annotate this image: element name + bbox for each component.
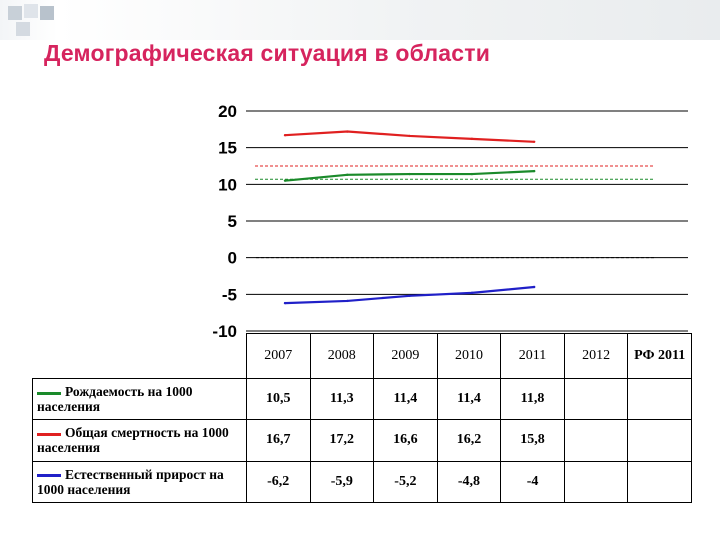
table-header-row: 2007 2008 2009 2010 2011 2012 РФ 2011 xyxy=(32,333,692,379)
table-row-growth: Естественный прирост на 1000 населения -… xyxy=(32,460,692,504)
data-point xyxy=(408,134,411,138)
decor-square xyxy=(8,6,22,20)
cell-birth-2011: 11,8 xyxy=(500,377,565,421)
series-name-growth: Естественный прирост на 1000 населения xyxy=(32,460,247,504)
cell-growth-2009: -5,2 xyxy=(373,460,438,504)
y-tick-label: -5 xyxy=(222,285,237,304)
y-tick-label: 20 xyxy=(218,102,237,121)
year-header-2010: 2010 xyxy=(436,333,502,379)
cell-birth-2007: 10,5 xyxy=(245,377,311,421)
cell-birth-rf xyxy=(627,377,692,421)
cell-growth-2010: -4,8 xyxy=(436,460,502,504)
cell-growth-2007: -6,2 xyxy=(245,460,311,504)
page-title: Демографическая ситуация в области xyxy=(44,40,491,66)
data-point xyxy=(470,172,474,176)
cell-growth-2008: -5,9 xyxy=(309,460,375,504)
cell-growth-rf xyxy=(627,460,692,504)
y-tick-label: 0 xyxy=(228,249,237,268)
decor-square xyxy=(24,4,38,18)
cell-growth-2011: -4 xyxy=(500,460,565,504)
data-point xyxy=(470,291,474,295)
year-header-2007: 2007 xyxy=(245,333,311,379)
series-name-birth: Рождаемость на 1000 населения xyxy=(32,377,247,421)
y-tick-label: 10 xyxy=(218,175,237,194)
cell-growth-2012 xyxy=(563,460,629,504)
y-tick-label: 5 xyxy=(228,212,237,231)
series-label-birth: Рождаемость на 1000 населения xyxy=(37,384,193,415)
data-point xyxy=(283,301,287,305)
series-name-mortality: Общая смертность на 1000 населения xyxy=(32,419,247,462)
data-point xyxy=(470,137,474,141)
cell-mortality-2008: 17,2 xyxy=(309,419,375,462)
cell-mortality-2012 xyxy=(563,419,629,462)
year-header-2009: 2009 xyxy=(373,333,438,379)
data-point xyxy=(408,172,411,176)
header-band xyxy=(0,0,720,40)
cell-birth-2010: 11,4 xyxy=(436,377,502,421)
year-header-2012: 2012 xyxy=(563,333,629,379)
decor-square xyxy=(40,6,54,20)
cell-mortality-2007: 16,7 xyxy=(245,419,311,462)
decor-square xyxy=(16,22,30,36)
year-header-2008: 2008 xyxy=(309,333,375,379)
year-header-rf-2011: РФ 2011 xyxy=(627,333,692,379)
data-point xyxy=(408,294,411,297)
series-label-growth: Естественный прирост на 1000 населения xyxy=(37,466,224,497)
table-row-birth: Рождаемость на 1000 населения 10,5 11,3 … xyxy=(32,377,692,421)
year-header-2011: 2011 xyxy=(500,333,565,379)
cell-mortality-rf xyxy=(627,419,692,462)
data-table: 2007 2008 2009 2010 2011 2012 РФ 2011 Ро… xyxy=(32,333,692,504)
table-row-mortality: Общая смертность на 1000 населения 16,7 … xyxy=(32,419,692,462)
data-point xyxy=(346,299,349,303)
data-point xyxy=(283,134,287,137)
legend-line-red xyxy=(37,432,61,436)
cell-birth-2009: 11,4 xyxy=(373,377,438,421)
data-point xyxy=(346,130,349,133)
y-tick-label: 15 xyxy=(218,139,237,158)
data-point xyxy=(346,173,349,176)
legend-line-green xyxy=(37,391,61,395)
cell-mortality-2010: 16,2 xyxy=(436,419,502,462)
data-point xyxy=(533,169,536,173)
series-label-mortality: Общая смертность на 1000 населения xyxy=(37,425,229,456)
cell-birth-2008: 11,3 xyxy=(309,377,375,421)
cell-birth-2012 xyxy=(563,377,629,421)
table-corner xyxy=(32,333,247,379)
cell-mortality-2011: 15,8 xyxy=(500,419,565,462)
data-point xyxy=(533,140,536,143)
legend-line-blue xyxy=(37,474,61,478)
data-point xyxy=(283,179,287,182)
data-point xyxy=(533,285,536,289)
cell-mortality-2009: 16,6 xyxy=(373,419,438,462)
